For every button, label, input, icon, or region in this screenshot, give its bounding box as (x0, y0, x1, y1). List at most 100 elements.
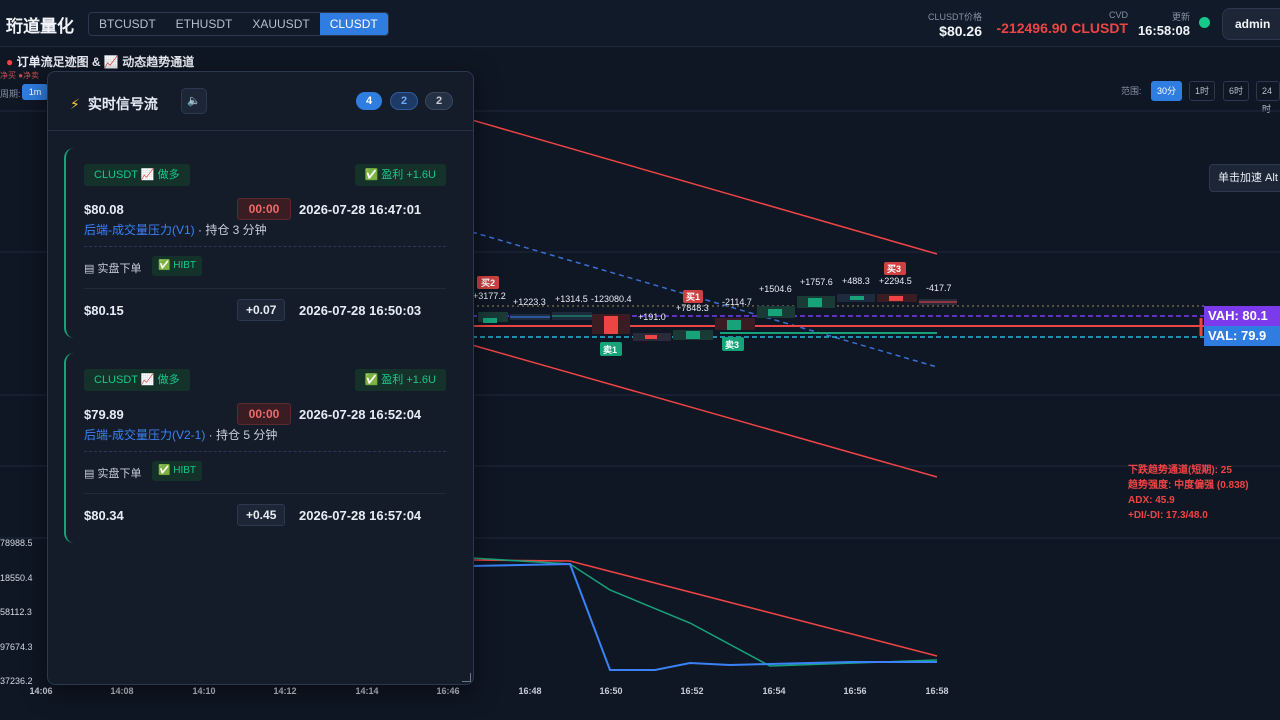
tab-btcusdt[interactable]: BTCUSDT (99, 17, 156, 31)
signal-stream-panel[interactable]: ⚡ 实时信号流 🔈 4 2 2 CLUSDT 📈 做多 ✅ 盈利 +1.6U $8… (47, 71, 474, 685)
period-1m-button[interactable]: 1m (22, 84, 48, 100)
delta-label: +1314.5 (555, 294, 588, 304)
x-tick: 16:46 (436, 686, 460, 696)
divider (84, 246, 446, 247)
hold-duration: · 持仓 5 分钟 (205, 428, 278, 442)
price-label: CLUSDT价格 (927, 12, 982, 22)
sell-marker-1[interactable]: 卖1 (603, 344, 617, 355)
candle-volume-box (478, 312, 508, 322)
delta-label: +1223.3 (513, 297, 546, 307)
buy-marker-3[interactable]: 买3 (887, 264, 901, 274)
price-stat: CLUSDT价格 $80.26 (900, 10, 982, 39)
user-menu-button[interactable]: admin (1222, 8, 1280, 40)
badge-total[interactable]: 4 (356, 92, 382, 110)
tab-clusdt[interactable]: CLUSDT (319, 13, 388, 35)
cvd-value: -212496.90 CLUSDT (996, 20, 1128, 36)
sell-marker-3[interactable]: 卖3 (725, 339, 739, 350)
trend-info: 下跌趋势通道(短期): 25 趋势强度: 中度偏强 (0.838) ADX: 4… (1128, 463, 1249, 523)
trade-markers: 买2 买1 买3 卖1 卖3 (477, 262, 906, 356)
val-label: VAL: 79.9 (1204, 326, 1280, 346)
tab-xauusdt[interactable]: XAUUSDT (252, 17, 310, 31)
exchange-badge: ✅ HIBT (152, 256, 203, 276)
candle (850, 296, 864, 300)
x-tick: 14:10 (192, 686, 216, 696)
range-30m-button[interactable]: 30分 (1151, 81, 1183, 101)
range-label: 范围: (1121, 86, 1142, 96)
strategy-name[interactable]: 后端-成交量压力(V2-1) (84, 428, 206, 442)
sell-marker-box (722, 337, 744, 351)
candle (768, 309, 782, 316)
footprint-candles (478, 294, 957, 341)
entry-time: 2026-07-28 16:52:04 (299, 407, 422, 422)
sound-toggle-button[interactable]: 🔈 (181, 88, 207, 114)
signal-card[interactable]: CLUSDT 📈 做多 ✅ 盈利 +1.6U $80.08 00:00 2026… (64, 148, 446, 338)
period-label: 周期: (0, 89, 21, 99)
live-order-text: 实盘下单 (97, 468, 142, 480)
delta-label: +1757.6 (800, 277, 833, 287)
live-order-text: 实盘下单 (97, 263, 142, 275)
cvd-line (471, 562, 937, 671)
cvd-axis-label: 18550.4 (0, 573, 33, 583)
cvd-axis-label: 97674.3 (0, 642, 33, 652)
delta-label: +7848.3 (676, 303, 709, 313)
x-tick: 16:50 (599, 686, 623, 696)
profit-badge: ✅ 盈利 +1.6U (354, 164, 446, 186)
candle (808, 298, 822, 307)
candle (483, 318, 497, 323)
vah-label: VAH: 80.1 (1204, 306, 1280, 326)
cvd-ma-line (471, 557, 938, 667)
buy-marker-2[interactable]: 买2 (481, 278, 495, 288)
delta-label: +2294.5 (879, 276, 912, 286)
signal-tag: CLUSDT 📈 做多 (84, 369, 190, 391)
cvd-upper-line (471, 559, 938, 657)
symbol-tabs: BTCUSDT ETHUSDT XAUUSDT CLUSDT (88, 12, 389, 36)
update-time: 16:58:08 (1137, 23, 1190, 38)
tab-ethusdt[interactable]: ETHUSDT (175, 17, 233, 31)
badge-long[interactable]: 2 (390, 92, 418, 110)
strategy-name[interactable]: 后端-成交量压力(V1) (84, 223, 195, 237)
price-delta: +0.45 (237, 504, 286, 526)
range-6h-button[interactable]: 6时 (1223, 81, 1250, 101)
cvd-label: CVD (1108, 10, 1128, 20)
update-label: 更新 (1171, 12, 1190, 22)
buy-marker-box (477, 276, 499, 289)
lightning-icon: ⚡ (70, 96, 80, 112)
signal-card[interactable]: CLUSDT 📈 做多 ✅ 盈利 +1.6U $79.89 00:00 2026… (64, 353, 446, 543)
candle (604, 316, 618, 334)
buy-marker-box (884, 262, 906, 275)
exchange-badge: ✅ HIBT (152, 461, 203, 481)
countdown-timer: 00:00 (237, 403, 291, 425)
x-tick: 14:08 (110, 686, 134, 696)
connection-status-icon (1199, 17, 1210, 28)
profit-badge: ✅ 盈利 +1.6U (354, 369, 446, 391)
delta-labels: +3177.2 +1223.3 +1314.5 -123080.4 +191.0… (473, 276, 952, 322)
live-order-label: ▤ 实盘下单 (84, 465, 141, 481)
range-1h-button[interactable]: 1时 (1189, 81, 1216, 101)
chart-icon: ▤ (84, 263, 98, 275)
resize-handle[interactable] (462, 673, 471, 682)
di-text: +DI/-DI: 17.3/48.0 (1128, 510, 1208, 521)
chart-icon: ▤ (84, 468, 98, 480)
cvd-axis-label: 37236.2 (0, 676, 33, 686)
badge-closed[interactable]: 2 (425, 92, 453, 110)
accelerate-tooltip: 单击加速 Alt (1209, 164, 1280, 192)
delta-label: -417.7 (926, 283, 952, 293)
x-tick: 16:58 (925, 686, 949, 696)
divider (84, 288, 446, 289)
exit-time: 2026-07-28 16:57:04 (299, 508, 422, 523)
exit-time: 2026-07-28 16:50:03 (299, 303, 422, 318)
top-bar: 珩道量化 BTCUSDT ETHUSDT XAUUSDT CLUSDT CLUS… (0, 0, 1280, 47)
x-tick: 14:12 (273, 686, 297, 696)
adx-text: ADX: 45.9 (1128, 495, 1175, 506)
x-tick: 16:54 (762, 686, 786, 696)
buy-marker-1[interactable]: 买1 (686, 292, 700, 302)
chart-title-text: 订单流足迹图 & 📈 动态趋势通道 (16, 55, 195, 69)
panel-title: ⚡ 实时信号流 (70, 94, 158, 114)
candle (727, 320, 741, 330)
cvd-axis-label: 58112.3 (0, 607, 32, 617)
channel-upper-line (471, 119, 938, 255)
trend-channel-text: 下跌趋势通道(短期): 25 (1128, 465, 1232, 476)
sell-marker-box (600, 342, 622, 356)
x-tick: 16:48 (518, 686, 542, 696)
